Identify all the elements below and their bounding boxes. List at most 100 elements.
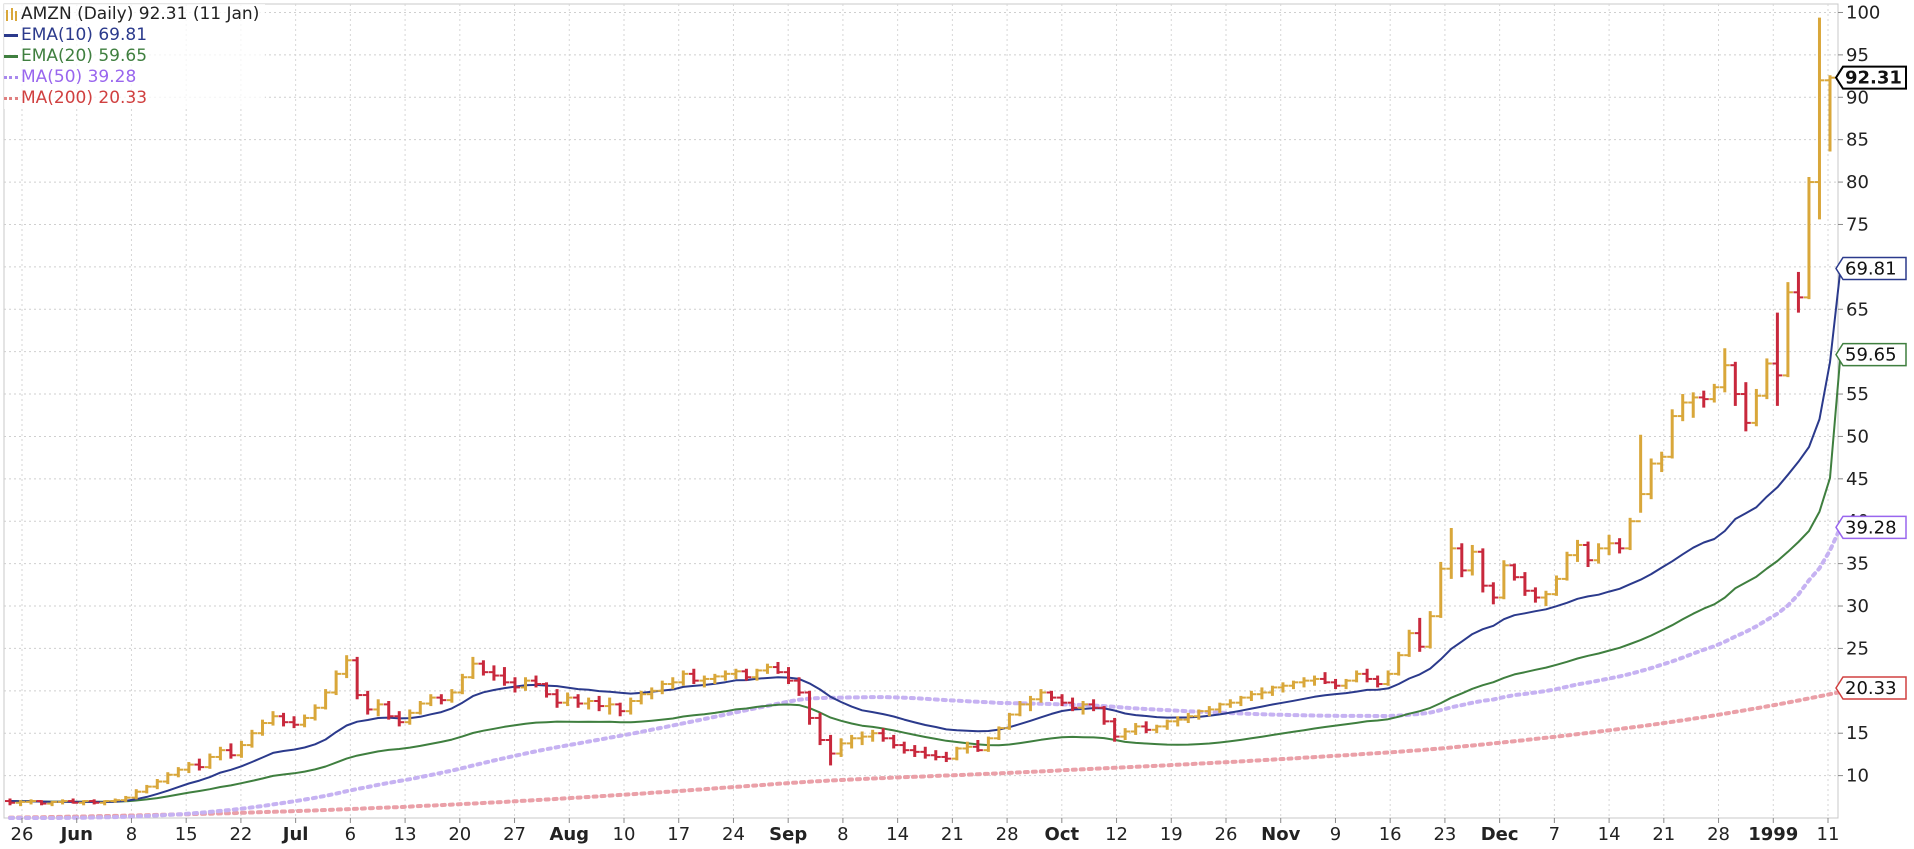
legend-label-ema20: EMA(20) 59.65: [21, 46, 148, 66]
ohlc-bar: [299, 714, 310, 728]
ohlc-bar: [1435, 561, 1446, 618]
x-tick-label: 7: [1549, 824, 1560, 845]
ohlc-bar: [1488, 582, 1499, 605]
ma50-line: [8, 525, 1843, 820]
ma200-series: [8, 686, 1864, 820]
ohlc-bar: [1509, 563, 1520, 581]
ohlc-bar: [1277, 682, 1288, 693]
ohlc-bar: [1446, 528, 1457, 579]
ohlc-bar: [836, 738, 847, 757]
x-tick-label: Jul: [281, 824, 309, 845]
ohlc-bar: [1614, 538, 1625, 554]
x-tick-label: 12: [1105, 824, 1128, 845]
ohlc-bar: [404, 709, 415, 725]
ohlc-bar: [1341, 678, 1352, 690]
y-tick-label: 85: [1846, 130, 1869, 151]
y-tick-label: 30: [1846, 596, 1869, 617]
ohlc-bar: [1246, 690, 1257, 701]
legend-item-ma200: MA(200) 20.33: [4, 88, 259, 109]
ohlc-bar: [857, 731, 868, 746]
indicator-value-tag: 59.65: [1835, 342, 1907, 367]
ohlc-bar: [1688, 392, 1699, 418]
ohlc-bar: [446, 689, 457, 703]
legend-item-price: AMZN (Daily) 92.31 (11 Jan): [4, 4, 259, 25]
ohlc-bar: [657, 680, 668, 695]
x-tick-label: 27: [503, 824, 526, 845]
ohlc-bar: [194, 758, 205, 771]
ohlc-bar: [509, 677, 520, 693]
y-tick-label: 35: [1846, 554, 1869, 575]
y-tick-label: 15: [1846, 723, 1869, 744]
ohlc-bar: [131, 789, 142, 800]
ohlc-bar: [99, 800, 110, 806]
y-tick-label: 45: [1846, 469, 1869, 490]
ohlc-bar: [1719, 348, 1730, 393]
ema10-line: [9, 267, 1842, 803]
ohlc-bar: [78, 800, 89, 806]
ohlc-bar: [1320, 672, 1331, 685]
ohlc-bar: [15, 800, 26, 807]
ohlc-bar: [1141, 721, 1152, 734]
x-tick-label: 28: [996, 824, 1019, 845]
line-swatch-icon: [4, 34, 18, 37]
ohlc-bar: [120, 795, 131, 802]
ohlc-bar: [1078, 700, 1089, 715]
ohlc-bar: [1593, 543, 1604, 564]
ohlc-bar: [941, 751, 952, 763]
ohlc-bar: [1604, 534, 1615, 556]
ohlc-bar: [1625, 517, 1636, 551]
price-bars: [5, 17, 1835, 807]
ohlc-bar: [625, 697, 636, 715]
ohlc-bar: [878, 728, 889, 742]
ohlc-bar: [1288, 680, 1299, 690]
legend-label-ma200: MA(200) 20.33: [21, 88, 148, 108]
ohlc-bar: [1404, 629, 1415, 657]
ohlc-bar: [699, 675, 710, 688]
grid: [3, 3, 1839, 819]
y-tick-label: 75: [1846, 214, 1869, 235]
ohlc-bar: [825, 734, 836, 766]
x-tick-label: 15: [175, 824, 198, 845]
ohlc-bar: [751, 668, 762, 681]
legend-item-ema20: EMA(20) 59.65: [4, 46, 259, 67]
ohlc-bar: [573, 694, 584, 708]
ema20-series: [9, 353, 1842, 803]
y-tick-label: 25: [1846, 638, 1869, 659]
ohlc-bar: [36, 800, 47, 806]
value-tag-label: 92.31: [1845, 68, 1902, 89]
ohlc-bar: [89, 799, 100, 805]
ohlc-bar: [1761, 358, 1772, 400]
ohlc-bar: [236, 740, 247, 758]
y-tick-label: 95: [1846, 45, 1869, 66]
ohlc-bar: [1709, 383, 1720, 403]
ohlc-bar: [1540, 590, 1551, 607]
ohlc-bar: [352, 656, 363, 700]
ohlc-bar: [772, 661, 783, 674]
x-tick-label: Sep: [769, 824, 807, 845]
ohlc-bar: [1583, 541, 1594, 568]
ohlc-bar: [1256, 687, 1267, 700]
last-price-tag: 92.31: [1834, 65, 1907, 90]
ohlc-bar: [972, 739, 983, 752]
ohlc-bar: [204, 753, 215, 769]
ohlc-bar: [499, 667, 510, 686]
ohlc-bar: [1046, 690, 1057, 701]
ohlc-bar: [1330, 678, 1341, 690]
ohlc-bar: [173, 767, 184, 778]
ohlc-bar: [615, 702, 626, 717]
ma200-line: [8, 686, 1864, 820]
x-tick-label: 9: [1330, 824, 1341, 845]
ohlc-bar: [1025, 695, 1036, 712]
ohlc-bar: [1751, 388, 1762, 427]
ohlc-bar: [520, 677, 531, 691]
ohlc-bar: [646, 687, 657, 700]
ohlc-bar: [678, 670, 689, 686]
ohlc-bar: [1393, 651, 1404, 676]
x-tick-label: 10: [613, 824, 636, 845]
ohlc-bar: [583, 697, 594, 710]
ohlc-bar: [1740, 382, 1751, 432]
y-tick-label: 100: [1846, 2, 1880, 23]
ohlc-bar: [1730, 361, 1741, 406]
ohlc-bar: [1183, 712, 1194, 724]
